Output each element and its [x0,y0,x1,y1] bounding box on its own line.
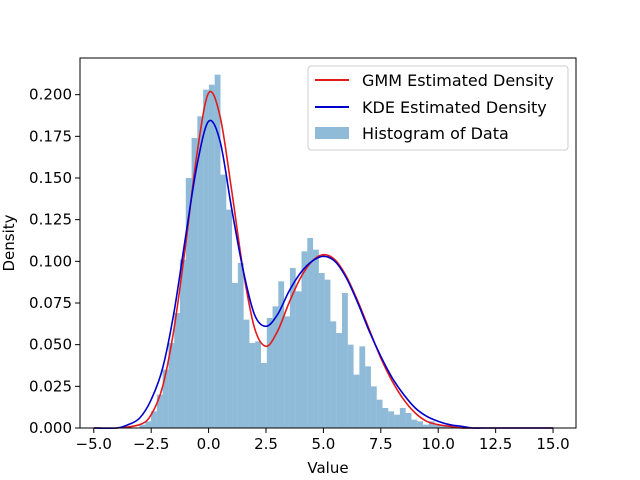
legend-label-kde: KDE Estimated Density [362,98,547,117]
kde-density-line [93,119,554,430]
histogram-bar [388,411,395,428]
histogram-bar [347,344,354,428]
histogram-bar [232,283,238,428]
histogram-bar [405,413,412,428]
histogram-bar [336,333,343,428]
y-tick-label: 0.075 [29,294,72,312]
histogram-bar [417,421,424,428]
histogram-bar [145,421,152,428]
histogram-bar [278,281,285,428]
x-tick-label: −2.5 [133,435,169,453]
histogram-bar [446,426,452,428]
histogram-bar [203,89,209,429]
histogram-bar [359,346,366,428]
y-axis-ticks: 0.000 0.025 0.050 0.075 0.100 0.125 0.150 0.175… [29,86,80,437]
x-tick-label: 0.0 [197,435,221,453]
histogram-bar [260,363,267,428]
histogram-bar [179,259,186,428]
histogram-bar [168,343,175,428]
histogram-bar [342,293,348,428]
histogram-bars [139,74,452,429]
histogram-bar [284,316,290,428]
histogram-bar [434,424,441,428]
histogram-bar [330,321,337,428]
y-axis-label: Density [0,214,18,271]
histogram-bar [313,249,319,428]
x-tick-label: 15.0 [536,435,569,453]
histogram-bar [214,74,221,429]
legend-label-gmm: GMM Estimated Density [362,71,554,90]
x-axis-ticks: −5.0 −2.5 0.0 2.5 5.0 7.5 10.0 12.5 15.0 [76,428,570,453]
legend: GMM Estimated Density KDE Estimated Dens… [307,65,569,151]
histogram-bar [162,369,169,428]
x-tick-label: 12.5 [479,435,512,453]
histogram-bar [220,174,227,428]
histogram-bar [382,408,389,428]
density-lines [93,90,554,430]
histogram-bar [411,419,418,428]
x-tick-label: 7.5 [369,435,393,453]
histogram-bar [191,138,198,428]
legend-box [307,65,569,151]
histogram-bar [197,116,204,428]
histogram-bar [255,341,261,428]
histogram-bar [353,374,360,428]
x-axis-label: Value [307,459,348,477]
y-tick-label: 0.200 [29,86,72,104]
histogram-bar [289,268,296,428]
histogram-bar [249,343,256,428]
y-tick-label: 0.125 [29,211,72,229]
y-tick-label: 0.150 [29,169,72,187]
histogram-bar [295,291,302,428]
x-tick-label: 10.0 [422,435,455,453]
histogram-bar [318,273,325,428]
legend-swatch-histogram [315,127,349,139]
y-tick-label: 0.000 [29,419,72,437]
y-tick-label: 0.050 [29,336,72,354]
histogram-bar [307,238,314,428]
histogram-bar [423,424,429,428]
histogram-bar [208,84,215,429]
histogram-bar [226,209,233,428]
y-tick-label: 0.175 [29,127,72,145]
histogram-bar [365,366,371,428]
histogram-bar [399,408,406,428]
histogram-bar [243,319,250,428]
y-tick-label: 0.025 [29,377,72,395]
histogram-bar [301,251,308,428]
histogram-bar [139,424,146,428]
x-tick-label: 5.0 [311,435,335,453]
histogram-bar [376,399,383,428]
plot-frame [79,57,577,429]
histogram-bar [156,394,163,428]
histogram-bar [394,414,400,428]
histogram-bar [370,386,377,428]
legend-label-histogram: Histogram of Data [362,124,509,143]
histogram-bar [324,279,331,428]
histogram-bar [174,313,180,428]
x-tick-label: 2.5 [254,435,278,453]
histogram-bar [440,426,447,428]
histogram-bar [272,306,279,428]
x-tick-label: −5.0 [76,435,112,453]
histogram-bar [151,411,157,428]
histogram-bar [185,178,192,428]
y-tick-label: 0.100 [29,252,72,270]
histogram-bar [428,421,435,428]
histogram-bar [266,318,273,428]
histogram-bar [237,263,244,428]
